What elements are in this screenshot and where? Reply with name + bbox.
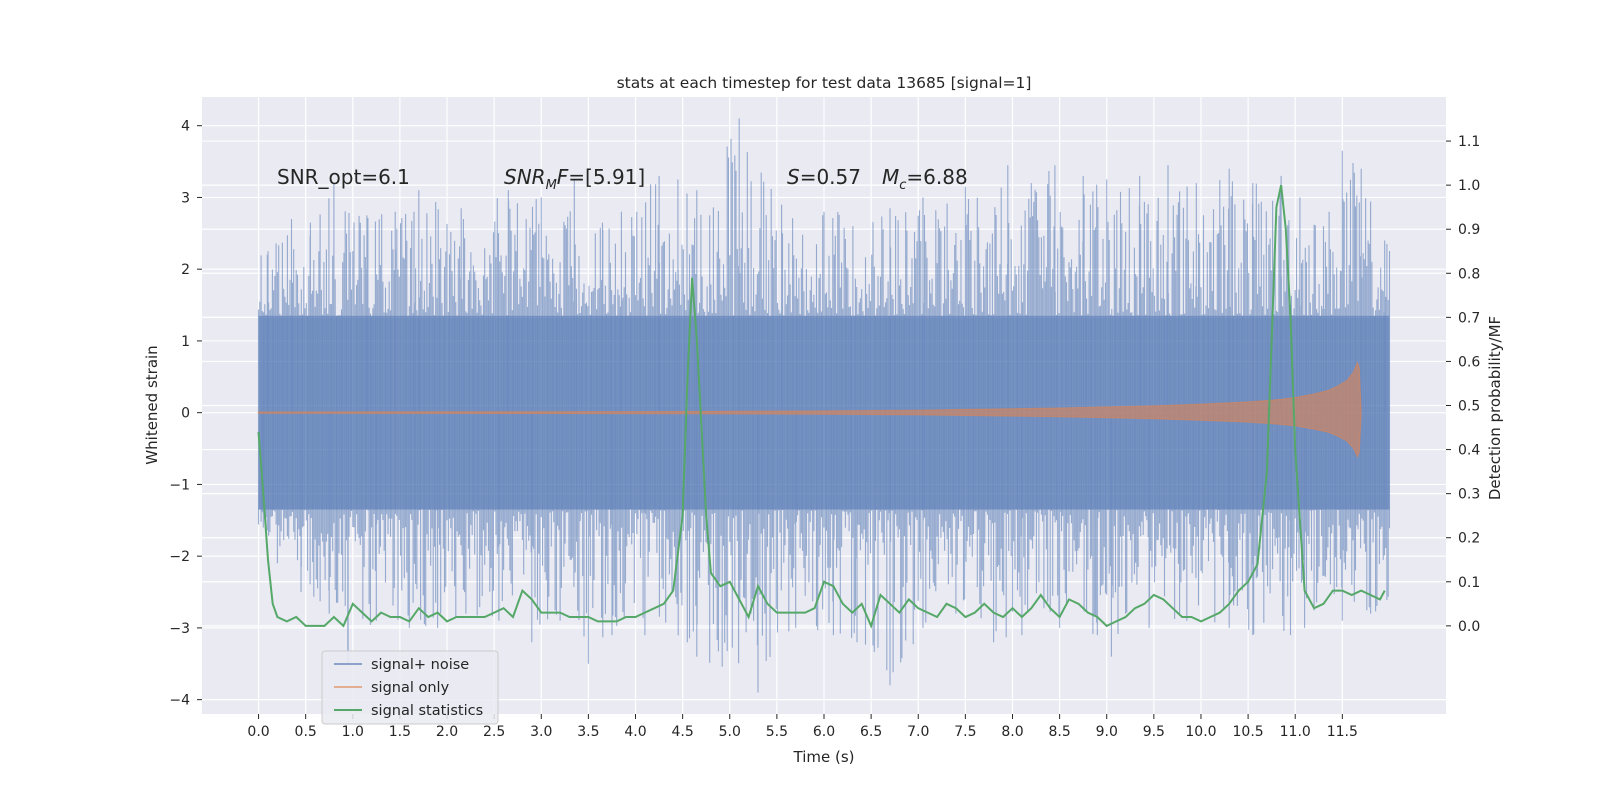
x-tick-label: 10.0 bbox=[1185, 724, 1216, 740]
x-tick-label: 10.5 bbox=[1233, 724, 1264, 740]
y-axis-right: 1.1 1.0 0.9 0.8 0.7 0.6 0.5 0.4 0.3 0.2 0.1 0.0 bbox=[1446, 134, 1480, 635]
y-right-tick-label: 0.0 bbox=[1458, 619, 1480, 635]
signal-envelope bbox=[257, 361, 1362, 459]
y-right-tick-label: 0.4 bbox=[1458, 443, 1480, 459]
x-tick-label: 3.5 bbox=[577, 724, 599, 740]
annotation-s: S=0.57 bbox=[787, 165, 861, 189]
x-tick-label: 8.0 bbox=[1001, 724, 1023, 740]
x-tick-label: 4.5 bbox=[672, 724, 694, 740]
x-tick-label: 3.0 bbox=[530, 724, 552, 740]
y-tick-label: −4 bbox=[169, 693, 190, 709]
snr-mf-suffix: F bbox=[557, 165, 569, 189]
s-value: =0.57 bbox=[800, 165, 861, 189]
mc-value: =6.88 bbox=[906, 165, 967, 189]
mc-subscript: c bbox=[899, 178, 906, 193]
y-tick-label: 1 bbox=[181, 334, 190, 350]
mc-name: M bbox=[882, 165, 899, 189]
x-tick-label: 7.5 bbox=[954, 724, 976, 740]
y-right-tick-label: 0.5 bbox=[1458, 399, 1480, 415]
snr-mf-subscript: M bbox=[546, 178, 557, 193]
x-tick-label: 2.0 bbox=[436, 724, 458, 740]
x-tick-label: 11.5 bbox=[1327, 724, 1358, 740]
legend-label-signal-noise: signal+ noise bbox=[371, 657, 469, 673]
x-tick-label: 1.5 bbox=[389, 724, 411, 740]
x-tick-label: 5.5 bbox=[766, 724, 788, 740]
x-tick-label: 0.0 bbox=[247, 724, 269, 740]
y-right-tick-label: 1.1 bbox=[1458, 134, 1480, 150]
y-right-tick-label: 0.3 bbox=[1458, 487, 1480, 503]
legend-box bbox=[321, 650, 499, 725]
y-right-tick-label: 0.7 bbox=[1458, 310, 1480, 326]
y-axis-label: Whitened strain bbox=[143, 345, 161, 464]
y-right-tick-label: 0.6 bbox=[1458, 354, 1480, 370]
y-tick-label: −2 bbox=[169, 549, 190, 565]
y-tick-label: 3 bbox=[181, 190, 190, 206]
x-tick-label: 0.5 bbox=[295, 724, 317, 740]
legend-label-signal-only: signal only bbox=[371, 680, 450, 696]
signal-only-series bbox=[257, 361, 1362, 459]
y-tick-label: 2 bbox=[181, 262, 190, 278]
legend: signal+ noise signal only signal statist… bbox=[321, 650, 499, 725]
x-tick-label: 9.5 bbox=[1143, 724, 1165, 740]
y-tick-label: 4 bbox=[181, 119, 190, 135]
annotation-mc: Mc=6.88 bbox=[882, 165, 968, 193]
s-name: S bbox=[787, 165, 800, 189]
x-tick-label: 6.5 bbox=[860, 724, 882, 740]
annotation-snr-opt: SNR_opt=6.1 bbox=[277, 165, 410, 189]
x-tick-label: 7.0 bbox=[907, 724, 929, 740]
y-right-tick-label: 0.8 bbox=[1458, 266, 1480, 282]
x-tick-label: 9.0 bbox=[1096, 724, 1118, 740]
y-axis-left: 4 3 2 1 0 −1 −2 −3 −4 bbox=[169, 119, 202, 709]
y-tick-label: 0 bbox=[181, 406, 190, 422]
y-tick-label: −1 bbox=[169, 477, 190, 493]
x-axis: 0.0 0.5 1.0 1.5 2.0 2.5 3.0 3.5 4.0 4.5 5.0 5.5 6.0 6… bbox=[247, 714, 1358, 740]
x-axis-label: Time (s) bbox=[793, 748, 855, 766]
legend-label-signal-statistics: signal statistics bbox=[371, 703, 483, 719]
y-right-tick-label: 0.2 bbox=[1458, 531, 1480, 547]
x-tick-label: 4.0 bbox=[624, 724, 646, 740]
snr-mf-name: SNR bbox=[504, 165, 546, 189]
signal-statistics-series bbox=[257, 184, 1386, 629]
statistics-line bbox=[257, 184, 1386, 629]
y-right-tick-label: 0.9 bbox=[1458, 222, 1480, 238]
x-tick-label: 11.0 bbox=[1280, 724, 1311, 740]
x-tick-label: 6.0 bbox=[813, 724, 835, 740]
x-tick-label: 8.5 bbox=[1048, 724, 1070, 740]
y-tick-label: −3 bbox=[169, 621, 190, 637]
y-right-tick-label: 0.1 bbox=[1458, 575, 1480, 591]
x-tick-label: 5.0 bbox=[719, 724, 741, 740]
x-tick-label: 1.0 bbox=[342, 724, 364, 740]
y-axis-right-label: Detection probability/MF bbox=[1486, 316, 1504, 500]
annotation-snr-mf: SNRMF=[5.91] bbox=[504, 165, 645, 193]
snr-mf-value: =[5.91] bbox=[568, 165, 645, 189]
x-tick-label: 2.5 bbox=[483, 724, 505, 740]
y-right-tick-label: 1.0 bbox=[1458, 178, 1480, 194]
chart-title: stats at each timestep for test data 136… bbox=[617, 74, 1032, 92]
